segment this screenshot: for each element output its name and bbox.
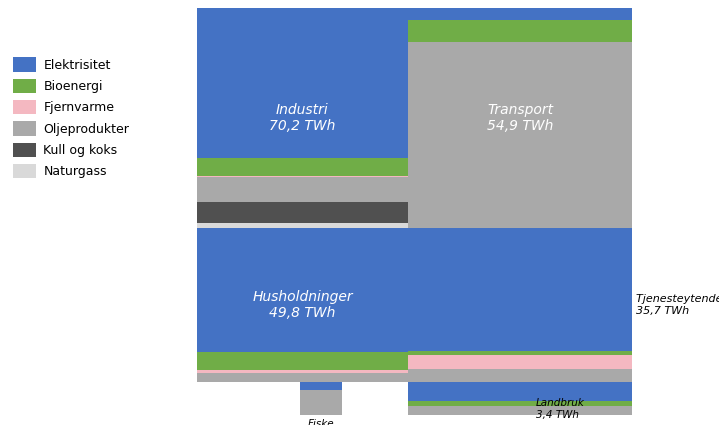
Legend: Elektrisitet, Bioenergi, Fjernvarme, Oljeprodukter, Kull og koks, Naturgass: Elektrisitet, Bioenergi, Fjernvarme, Olj… [14, 57, 129, 178]
Text: Fiske
0,8 TWh: Fiske 0,8 TWh [300, 419, 342, 425]
Text: Husholdninger
49,8 TWh: Husholdninger 49,8 TWh [252, 290, 353, 320]
Text: Industri
70,2 TWh: Industri 70,2 TWh [270, 103, 336, 133]
Text: Transport
54,9 TWh: Transport 54,9 TWh [487, 103, 553, 133]
Text: Landbruk
3,4 TWh: Landbruk 3,4 TWh [536, 398, 585, 420]
Text: Tjenesteytende næringer
35,7 TWh: Tjenesteytende næringer 35,7 TWh [636, 294, 719, 316]
